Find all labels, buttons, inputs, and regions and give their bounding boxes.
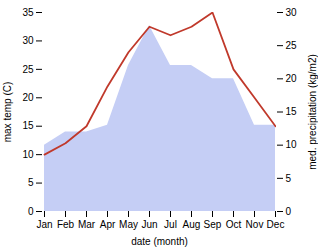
- svg-text:25: 25: [286, 40, 298, 51]
- svg-text:0: 0: [28, 206, 34, 217]
- svg-text:Jan: Jan: [36, 219, 52, 230]
- svg-text:Aug: Aug: [183, 219, 201, 230]
- svg-text:Feb: Feb: [57, 219, 75, 230]
- svg-text:5: 5: [28, 177, 34, 188]
- svg-text:Dec: Dec: [267, 219, 285, 230]
- svg-text:20: 20: [286, 73, 298, 84]
- svg-text:date (month): date (month): [131, 236, 188, 247]
- svg-text:Oct: Oct: [226, 219, 242, 230]
- svg-text:30: 30: [286, 7, 298, 18]
- svg-text:Mar: Mar: [78, 219, 96, 230]
- svg-text:20: 20: [22, 92, 34, 103]
- svg-text:May: May: [119, 219, 138, 230]
- svg-text:Nov: Nov: [246, 219, 264, 230]
- svg-text:max temp (C): max temp (C): [2, 82, 13, 143]
- svg-text:15: 15: [286, 106, 298, 117]
- svg-text:Sep: Sep: [204, 219, 222, 230]
- svg-text:25: 25: [22, 64, 34, 75]
- svg-text:30: 30: [22, 35, 34, 46]
- svg-text:10: 10: [22, 149, 34, 160]
- svg-text:35: 35: [22, 7, 34, 18]
- svg-text:10: 10: [286, 139, 298, 150]
- svg-text:5: 5: [286, 173, 292, 184]
- svg-text:Jun: Jun: [141, 219, 157, 230]
- svg-text:Apr: Apr: [100, 219, 116, 230]
- svg-text:med. precipitation (kg/m2): med. precipitation (kg/m2): [307, 54, 318, 170]
- svg-text:0: 0: [286, 206, 292, 217]
- svg-text:Jul: Jul: [164, 219, 177, 230]
- svg-text:15: 15: [22, 120, 34, 131]
